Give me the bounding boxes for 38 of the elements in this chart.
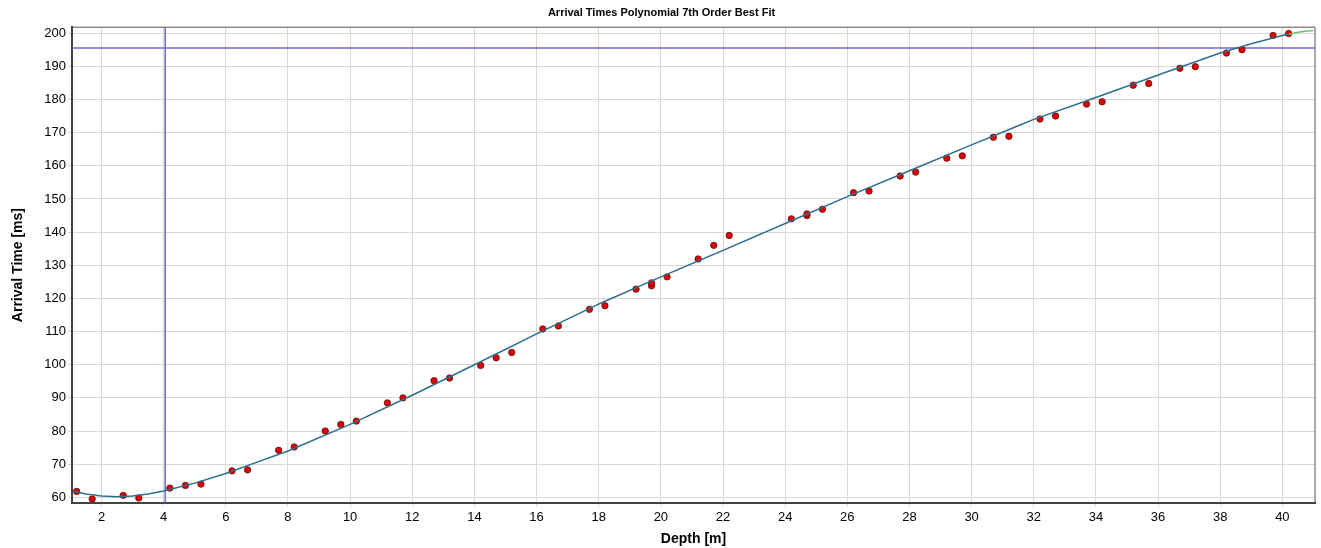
- x-tick-label: 22: [715, 509, 731, 525]
- y-tick-label: 130: [44, 256, 66, 272]
- y-tick-label: 90: [51, 389, 66, 405]
- x-tick-label: 32: [1026, 509, 1042, 525]
- x-tick-label: 26: [840, 509, 855, 525]
- x-tick-label: 16: [529, 509, 544, 525]
- y-tick-label: 150: [44, 190, 66, 206]
- y-tick-label: 70: [51, 455, 66, 471]
- x-tick-label: 8: [284, 509, 292, 525]
- y-tick-label: 200: [44, 24, 66, 40]
- x-tick-label: 38: [1212, 509, 1228, 525]
- x-tick-label: 6: [222, 509, 230, 525]
- y-tick-label: 120: [44, 290, 66, 305]
- x-tick-label: 2: [97, 509, 106, 525]
- y-tick-label: 170: [44, 124, 66, 140]
- y-tick-label: 110: [45, 323, 66, 339]
- x-axis-title: Depth [m]: [660, 530, 727, 547]
- x-tick-label: 34: [1088, 509, 1104, 525]
- y-tick-label: 160: [44, 157, 66, 173]
- y-tick-label: 190: [44, 57, 66, 73]
- chart-title: Arrival Times Polynomial 7th Order Best Fit: [547, 5, 776, 18]
- y-tick-label: 140: [44, 223, 66, 239]
- y-tick-label: 180: [44, 91, 66, 107]
- x-tick-label: 12: [405, 509, 420, 525]
- x-tick-label: 4: [160, 509, 168, 525]
- x-tick-label: 30: [964, 509, 979, 525]
- y-tick-label: 100: [44, 356, 66, 372]
- y-axis-title: Arrival Time [ms]: [9, 208, 26, 323]
- x-tick-label: 40: [1275, 509, 1290, 525]
- x-tick-label: 36: [1150, 509, 1166, 525]
- x-tick-label: 14: [467, 509, 482, 525]
- y-tick-label: 80: [51, 422, 66, 438]
- x-tick-label: 24: [777, 509, 793, 525]
- x-tick-label: 20: [653, 509, 669, 525]
- x-tick-label: 18: [591, 509, 606, 525]
- x-tick-label: 10: [342, 509, 358, 525]
- y-tick-label: 60: [51, 488, 66, 504]
- x-tick-label: 28: [902, 509, 917, 525]
